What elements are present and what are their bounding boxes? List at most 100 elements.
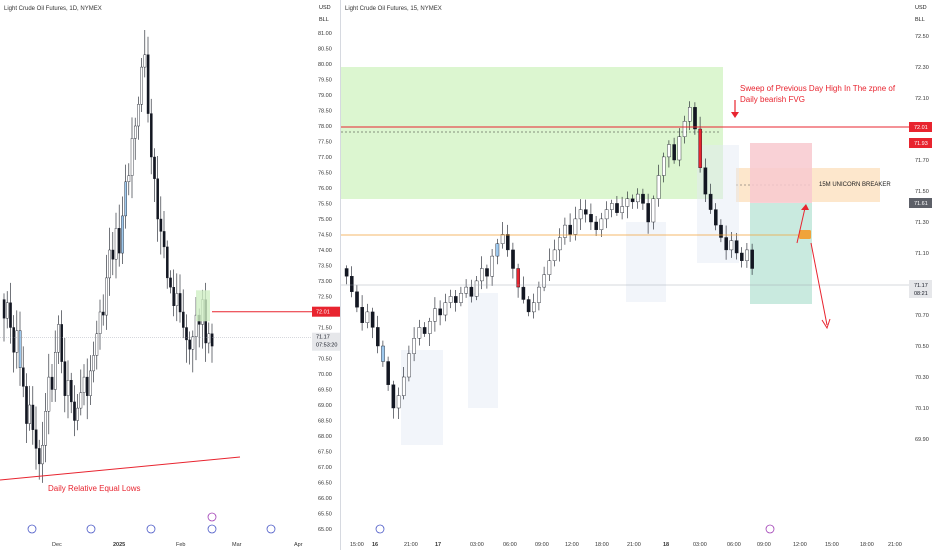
chart-title: Light Crude Oil Futures, 1D, NYMEX	[4, 6, 102, 12]
currency-label: USD	[915, 5, 927, 11]
candle-body	[98, 311, 102, 334]
candle-body	[165, 246, 169, 279]
candle-body	[370, 311, 375, 328]
candle-body	[402, 376, 406, 396]
range-box	[626, 222, 666, 302]
candle-body	[662, 156, 666, 176]
candle-body	[130, 138, 134, 176]
15m-chart-panel[interactable]: Light Crude Oil Futures, 15, NYMEX USD B…	[341, 0, 932, 550]
candle-body	[172, 287, 176, 307]
unit-label: BLL	[915, 17, 925, 23]
time-tick: 03:00	[470, 542, 484, 548]
candle-body	[719, 224, 723, 238]
candle-body	[34, 429, 38, 449]
candle-body	[47, 376, 51, 412]
candle-body	[422, 327, 427, 334]
price-tick: 74.50	[318, 233, 332, 239]
candle-body	[474, 280, 479, 297]
price-tick: 71.50	[318, 326, 332, 332]
candle-body	[745, 249, 749, 261]
candle-body	[210, 333, 214, 347]
candle-body	[25, 386, 28, 424]
price-tick: 72.10	[915, 96, 929, 102]
candle-body	[641, 193, 645, 204]
candle-body	[185, 327, 188, 341]
price-tick: 66.00	[318, 496, 332, 502]
candle-body	[60, 324, 63, 362]
candle-body	[28, 404, 32, 424]
time-tick: Feb	[176, 542, 185, 548]
time-tick: 15:00	[350, 542, 364, 548]
current-price: 71.17	[316, 335, 330, 341]
price-tick: 70.30	[915, 375, 929, 381]
candle-body	[162, 231, 166, 248]
candle-body	[610, 203, 614, 210]
countdown: 08:21	[914, 291, 928, 297]
panel-divider[interactable]	[340, 0, 341, 550]
candle-body	[443, 302, 448, 316]
candle-body	[740, 252, 744, 261]
candle-body	[82, 376, 86, 393]
candle-body	[114, 228, 118, 260]
candle-body	[682, 121, 687, 137]
candle-body	[453, 296, 458, 303]
candle-body	[92, 355, 95, 372]
daily-chart-panel[interactable]: Light Crude Oil Futures, 1D, NYMEX USD B…	[0, 0, 340, 550]
price-tick: 70.50	[915, 344, 929, 350]
unicorn-breaker-label: 15M UNICORN BREAKER	[819, 182, 891, 188]
candle-body	[50, 376, 54, 390]
candle-body	[688, 107, 692, 122]
price-tick: 67.00	[318, 465, 332, 471]
candle-body	[191, 336, 195, 350]
daily-candles[interactable]: 81.00 80.50 80.00 79.50 79.00 78.50 78.00 77.50…	[0, 0, 340, 550]
sweep-annotation-line1: Sweep of Previous Day High In The zpne o…	[740, 84, 896, 93]
candle-body	[207, 333, 211, 344]
candle-body	[188, 339, 192, 350]
price-label-second: 71.93	[914, 141, 928, 147]
price-tick: 74.00	[318, 248, 332, 254]
candle-body	[38, 448, 41, 465]
price-label-second-bg	[909, 138, 932, 148]
candle-body	[95, 333, 99, 356]
price-tick: 81.00	[318, 31, 332, 37]
price-tick: 80.00	[318, 62, 332, 68]
15m-candles[interactable]: 72.5072.3072.1071.9071.7071.5071.3071.10…	[341, 0, 932, 550]
candle-body	[547, 260, 552, 275]
candle-body	[537, 286, 541, 303]
candle-body	[448, 296, 453, 303]
time-tick: 16	[372, 542, 378, 548]
price-tick: 70.00	[318, 372, 332, 378]
candle-body	[667, 144, 671, 158]
time-tick: 18	[663, 542, 669, 548]
candle-body	[121, 215, 124, 254]
candle-body	[365, 311, 370, 323]
stop-loss-zone	[750, 143, 812, 203]
candle-body	[360, 307, 365, 323]
candle-body	[181, 311, 185, 328]
event-icon	[86, 524, 96, 534]
candle-body	[672, 144, 677, 161]
price-tick: 79.00	[318, 93, 332, 99]
candle-body	[542, 274, 547, 288]
sweep-arrow-head	[731, 112, 739, 118]
equal-lows-line	[0, 456, 241, 481]
candle-body	[2, 299, 6, 319]
candle-body	[407, 353, 411, 378]
price-tick: 80.50	[318, 47, 332, 53]
candle-body	[344, 268, 349, 277]
price-label: 72.01	[316, 310, 330, 316]
candle-body	[625, 198, 630, 207]
candle-body	[594, 221, 599, 230]
candle-body	[604, 209, 609, 220]
take-profit-zone	[750, 203, 812, 304]
candle-body	[698, 128, 703, 168]
price-tick: 73.50	[318, 264, 332, 270]
candle-body	[349, 276, 354, 292]
candle-body	[459, 293, 463, 303]
price-tick: 78.50	[318, 109, 332, 115]
price-tick: 72.50	[318, 295, 332, 301]
entry-marker	[799, 230, 811, 239]
price-tick: 68.50	[318, 419, 332, 425]
candle-body	[108, 249, 111, 279]
candle-body	[469, 286, 474, 297]
